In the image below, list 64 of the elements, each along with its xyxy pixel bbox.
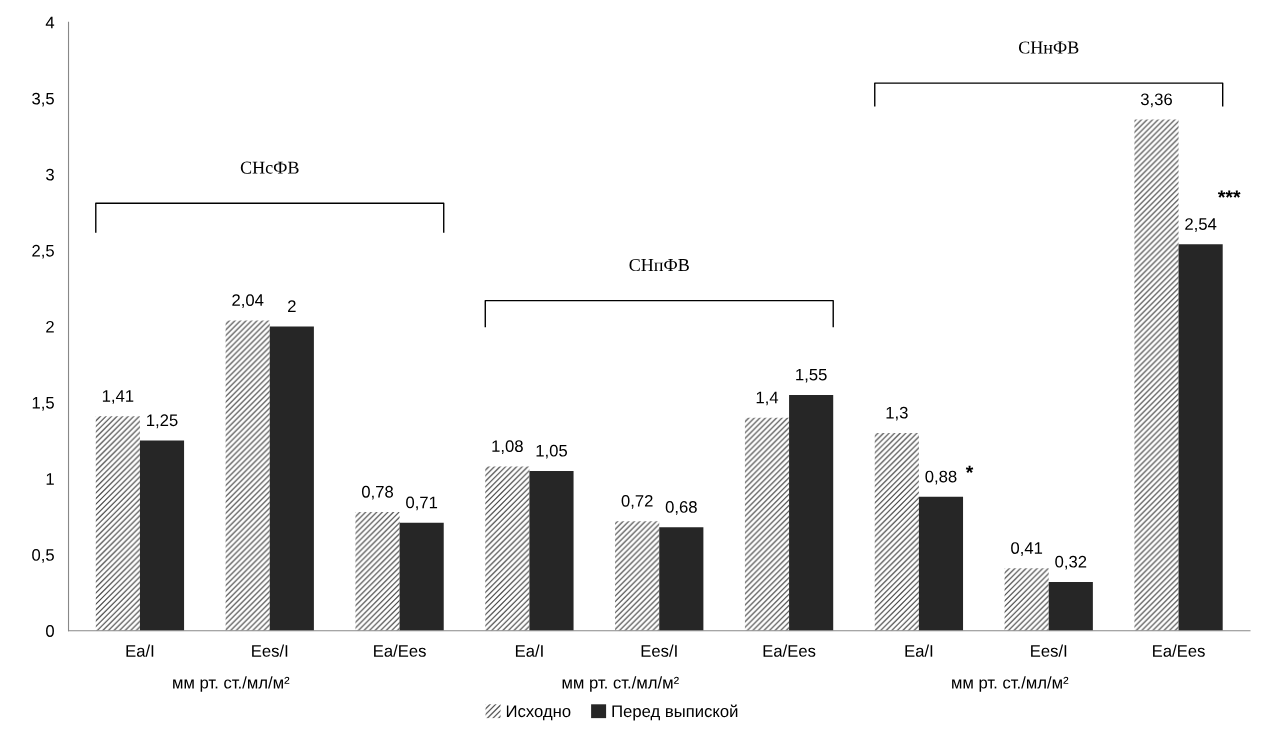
y-tick-label: 1,5: [32, 397, 54, 411]
bar: [485, 466, 530, 631]
bar: [355, 512, 400, 631]
x-tick-label: Ea/Ees: [374, 644, 426, 657]
data-label: 0,68: [665, 501, 697, 515]
x-tick-label: Ea/I: [515, 644, 543, 657]
data-label: 2,04: [232, 294, 264, 308]
data-label: 0,41: [1011, 542, 1043, 556]
y-tick-label: 1: [46, 473, 54, 485]
x-tick-label: Ea/Ees: [763, 644, 816, 657]
annotation: СНпФВ: [629, 258, 689, 272]
bar: [1134, 119, 1179, 631]
bar: [874, 432, 919, 631]
legend-label: Исходно: [506, 705, 571, 721]
data-label: 1,05: [536, 444, 568, 459]
bar: [1048, 582, 1093, 631]
x-tick-label: Ea/Ees: [1153, 644, 1205, 657]
x-tick-label: Ea/I: [905, 644, 933, 657]
annotation: СНнФВ: [1018, 41, 1079, 54]
data-label: 2,54: [1185, 218, 1217, 232]
bar: [95, 416, 140, 631]
x-tick-label: Ees/I: [641, 644, 677, 657]
annotation: СНсФВ: [240, 161, 299, 174]
y-tick-label: 0,5: [32, 549, 54, 563]
x-tick-label: Ees/I: [252, 644, 288, 657]
data-label: 0,78: [361, 485, 394, 500]
bar: [789, 394, 834, 631]
data-label: 1,4: [756, 391, 779, 406]
data-label: 0,72: [621, 494, 653, 509]
data-label: 0,32: [1055, 555, 1087, 570]
bar: [225, 320, 270, 631]
y-tick-label: 2,5: [32, 244, 54, 259]
data-label: 1,55: [796, 368, 827, 383]
bar: [399, 522, 444, 631]
bar: [615, 521, 660, 631]
y-tick-label: 0: [46, 625, 54, 637]
data-label: 1,25: [147, 414, 178, 429]
y-tick-label: 3,5: [32, 92, 54, 107]
text: мм рт. ст./мл/м²: [952, 676, 1069, 692]
data-label: 3,36: [1140, 93, 1172, 108]
data-label: 2: [288, 300, 296, 312]
bar: [529, 470, 574, 631]
text: мм рт. ст./мл/м²: [173, 676, 290, 692]
bar: [744, 417, 790, 631]
y-tick-label: 4: [45, 16, 55, 29]
data-label: 0,88: [925, 470, 957, 485]
bar: [659, 527, 704, 631]
annotation: ***: [1217, 190, 1241, 198]
data-label: 1,3: [886, 406, 908, 421]
x-tick-label: Ea/I: [126, 644, 154, 657]
legend-label: Перед выпиской: [612, 704, 738, 721]
bar: [918, 496, 964, 631]
bar: [1178, 244, 1223, 631]
text: мм рт. ст./мл/м²: [562, 676, 679, 692]
annotation: *: [965, 465, 974, 473]
data-label: 1,41: [102, 390, 134, 404]
bar: [1004, 568, 1049, 631]
bar: [269, 326, 314, 631]
x-tick-label: Ees/I: [1031, 644, 1067, 657]
data-label: 1,08: [492, 440, 523, 454]
data-label: 0,71: [406, 496, 438, 511]
y-tick-label: 3: [46, 168, 54, 181]
y-tick-label: 2: [46, 320, 54, 333]
bar: [139, 440, 185, 631]
